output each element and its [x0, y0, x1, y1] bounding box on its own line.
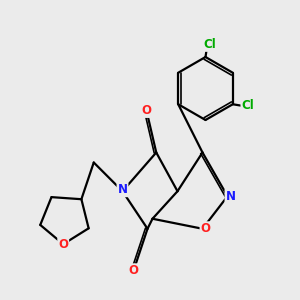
Text: O: O [128, 264, 139, 277]
Text: N: N [118, 183, 128, 196]
Text: Cl: Cl [203, 38, 216, 51]
Text: N: N [226, 190, 236, 203]
Text: O: O [141, 104, 151, 117]
Text: Cl: Cl [242, 99, 254, 112]
Text: O: O [200, 222, 211, 235]
Text: O: O [58, 238, 68, 251]
